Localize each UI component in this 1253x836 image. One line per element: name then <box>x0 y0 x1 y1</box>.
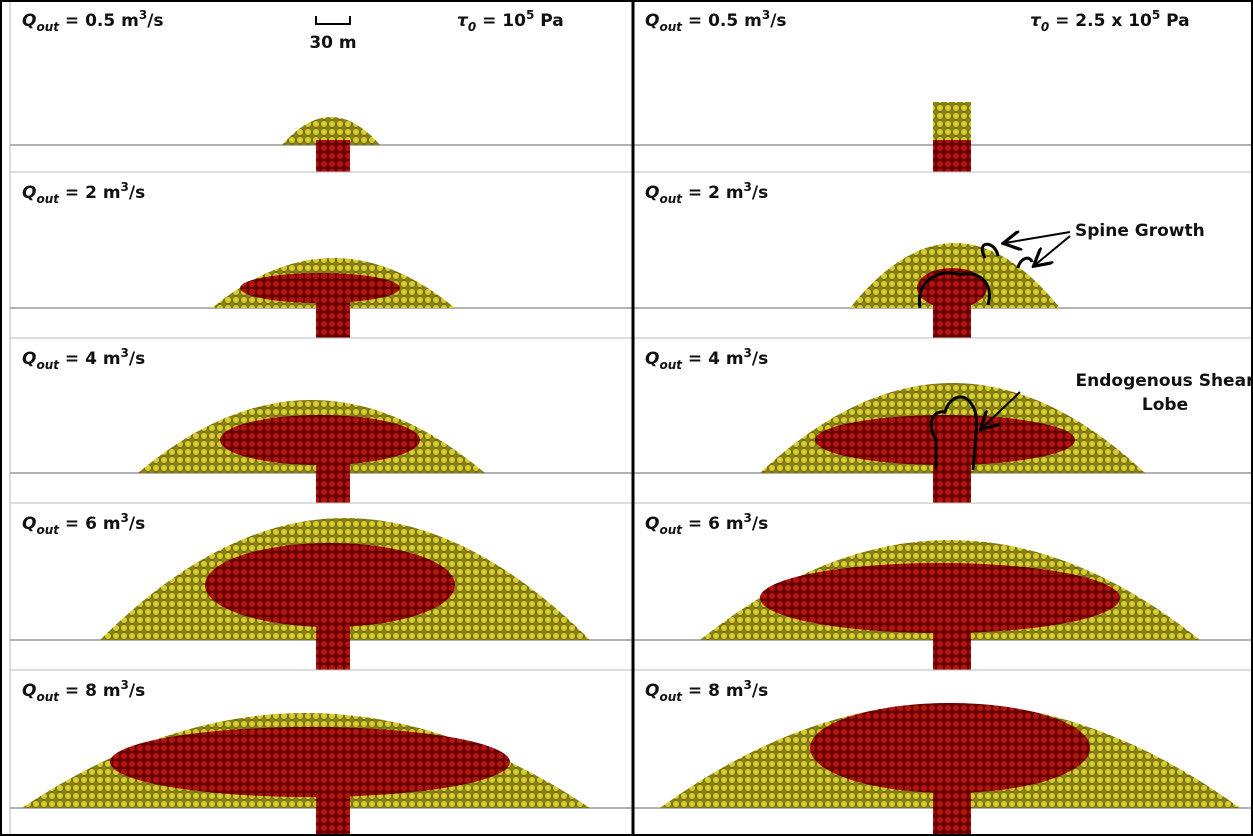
equation: = 2 m <box>682 183 744 203</box>
unit: /s <box>752 514 768 534</box>
unit: /s <box>147 11 163 31</box>
subscript: out <box>36 192 60 206</box>
sim-panel: Qout = 2 m3/s <box>10 172 633 338</box>
conduit <box>316 288 350 338</box>
symbol: Q <box>22 514 36 534</box>
exponent: 3 <box>121 511 129 525</box>
conduit <box>933 598 971 670</box>
unit: /s <box>752 681 768 701</box>
symbol: Q <box>645 183 659 203</box>
spine-block <box>933 102 971 140</box>
equation: = 0.5 m <box>682 11 762 31</box>
param-label: τ0 = 2.5 x 105 Pa <box>1030 8 1190 34</box>
equation: = 6 m <box>59 514 121 534</box>
unit: Pa <box>1160 11 1189 31</box>
equation: = 4 m <box>682 349 744 369</box>
sim-panel: Qout = 4 m3/s <box>633 338 1253 503</box>
equation: = 6 m <box>682 514 744 534</box>
symbol: Q <box>645 681 659 701</box>
equation: = 10 <box>476 11 526 31</box>
sim-panel: Qout = 2 m3/s <box>633 172 1253 338</box>
symbol: Q <box>22 681 36 701</box>
subscript: out <box>36 20 60 34</box>
symbol: Q <box>645 514 659 534</box>
conduit <box>316 440 350 503</box>
subscript: out <box>36 690 60 704</box>
lava-core <box>110 727 510 797</box>
subscript: out <box>659 690 683 704</box>
conduit <box>933 140 971 172</box>
equation: = 8 m <box>59 681 121 701</box>
annotation: Spine Growth <box>1075 221 1205 241</box>
sim-panel: Qout = 4 m3/s <box>10 338 633 503</box>
subscript: out <box>659 358 683 372</box>
scale-label: 30 m <box>309 33 356 53</box>
conduit <box>316 140 350 172</box>
exponent: 3 <box>744 511 752 525</box>
exponent: 3 <box>121 678 129 692</box>
annotation: Lobe <box>1142 395 1188 415</box>
sim-panel: Qout = 8 m3/s <box>633 670 1253 836</box>
unit: /s <box>129 514 145 534</box>
symbol: Q <box>645 11 659 31</box>
unit: /s <box>129 183 145 203</box>
subscript: out <box>36 358 60 372</box>
equation: = 8 m <box>682 681 744 701</box>
sim-panel: Qout = 6 m3/s <box>633 503 1253 670</box>
symbol: Q <box>22 183 36 203</box>
subscript: out <box>659 20 683 34</box>
equation: = 2.5 x 10 <box>1049 11 1152 31</box>
equation: = 4 m <box>59 349 121 369</box>
annotation: Endogenous Shear <box>1076 371 1253 391</box>
exponent: 5 <box>526 8 534 22</box>
figure: Qout = 0.5 m3/sQout = 2 m3/sQout = 4 m3/… <box>0 0 1253 836</box>
equation: = 0.5 m <box>59 11 139 31</box>
subscript: out <box>36 523 60 537</box>
subscript: out <box>659 523 683 537</box>
subscript: 0 <box>1041 20 1049 34</box>
unit: Pa <box>534 11 563 31</box>
symbol: Q <box>645 349 659 369</box>
exponent: 3 <box>744 346 752 360</box>
exponent: 3 <box>762 8 770 22</box>
sim-panel: Qout = 8 m3/s <box>10 670 633 836</box>
exponent: 3 <box>744 180 752 194</box>
unit: /s <box>129 349 145 369</box>
conduit <box>933 440 971 503</box>
sim-panel: Qout = 6 m3/s <box>10 503 633 670</box>
exponent: 3 <box>139 8 147 22</box>
symbol: Q <box>22 11 36 31</box>
unit: /s <box>129 681 145 701</box>
conduit <box>933 288 971 338</box>
exponent: 5 <box>1152 8 1160 22</box>
exponent: 3 <box>744 678 752 692</box>
exponent: 3 <box>121 346 129 360</box>
conduit <box>316 762 350 836</box>
equation: = 2 m <box>59 183 121 203</box>
symbol: Q <box>22 349 36 369</box>
unit: /s <box>752 183 768 203</box>
subscript: 0 <box>468 20 476 34</box>
unit: /s <box>770 11 786 31</box>
subscript: out <box>659 192 683 206</box>
unit: /s <box>752 349 768 369</box>
exponent: 3 <box>121 180 129 194</box>
conduit <box>933 748 971 836</box>
conduit <box>316 585 350 670</box>
